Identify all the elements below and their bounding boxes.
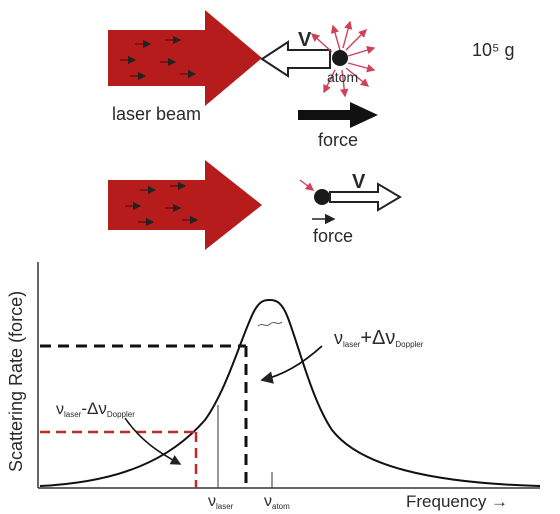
tick-label-laser: νlaser — [208, 493, 234, 511]
laser-beam-arrow-top — [108, 10, 262, 106]
x-axis-label: Frequency → — [406, 492, 508, 511]
force-label-top: force — [318, 130, 358, 150]
graph-axes — [37, 262, 540, 489]
laser-beam-label: laser beam — [112, 104, 201, 124]
dashed-lines-black — [40, 344, 248, 488]
curve-squiggle — [257, 321, 283, 327]
emission-rays — [310, 20, 376, 98]
laser-beam-arrow-bottom — [108, 160, 262, 250]
annotation-minus: νlaser-ΔνDoppler — [56, 399, 135, 419]
annotation-arrow-plus — [260, 345, 323, 384]
atom-dot-top — [332, 50, 348, 66]
velocity-arrow-top — [260, 40, 331, 78]
annotation-plus: νlaser+ΔνDoppler — [334, 327, 424, 349]
dashed-lines-red — [40, 430, 198, 488]
velocity-label-top: V — [298, 29, 312, 51]
tick-label-atom: νatom — [264, 493, 290, 511]
atom-dot-bottom — [314, 189, 330, 205]
annotation-arrow-minus — [124, 417, 182, 465]
velocity-label-bottom: V — [352, 171, 366, 193]
acceleration-label: 10⁵ g — [472, 40, 515, 60]
atom-label: atom — [327, 69, 358, 85]
velocity-arrow-bottom — [329, 182, 402, 212]
emission-ray-bottom — [299, 179, 315, 191]
resonance-curve — [39, 298, 541, 487]
y-axis-label: Scattering Rate (force) — [6, 291, 26, 472]
force-label-bottom: force — [313, 226, 353, 246]
force-arrow-top — [298, 102, 378, 128]
